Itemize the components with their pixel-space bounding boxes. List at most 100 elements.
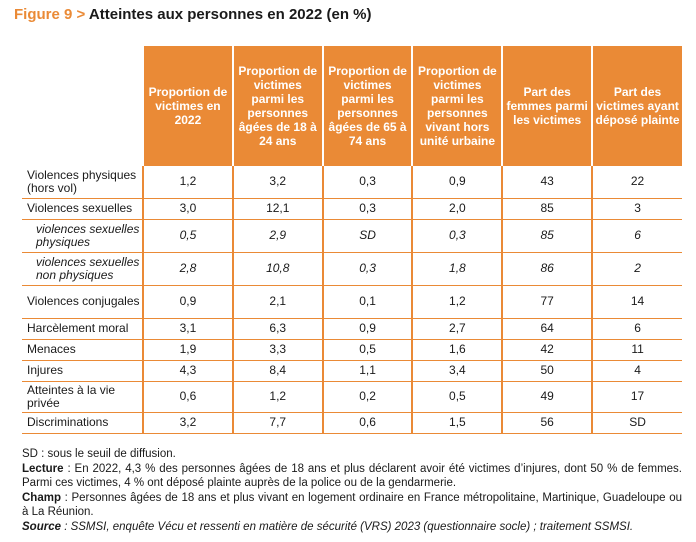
note-lecture-label: Lecture bbox=[22, 462, 64, 475]
table-cell: 6 bbox=[591, 219, 682, 253]
table-cell: 6 bbox=[591, 318, 682, 340]
header-cell: Part des victimes ayant déposé plainte bbox=[591, 46, 682, 166]
header-blank bbox=[22, 46, 144, 166]
row-label: violences sexuelles non physiques bbox=[22, 252, 144, 286]
table-cell: 11 bbox=[591, 339, 682, 361]
title-separator: > bbox=[72, 6, 89, 23]
table-row: violences sexuelles non physiques 2,8 10,8… bbox=[22, 252, 682, 286]
note-sd: SD : sous le seuil de diffusion. bbox=[22, 448, 176, 460]
header-cell: Proportion de victimes parmi les personn… bbox=[321, 46, 413, 166]
table-cell: 0,3 bbox=[321, 166, 413, 199]
table-row: Discriminations 3,2 7,7 0,6 1,5 56 SD bbox=[22, 412, 682, 434]
header-cell: Proportion de victimes en 2022 bbox=[142, 46, 233, 166]
table-cell: 85 bbox=[501, 198, 593, 220]
header-cell: Part des femmes parmi les victimes bbox=[501, 46, 593, 166]
table-cell: 17 bbox=[591, 381, 682, 413]
note-champ-label: Champ bbox=[22, 491, 61, 504]
table-row: Injures 4,3 8,4 1,1 3,4 50 4 bbox=[22, 360, 682, 382]
table-cell: 0,9 bbox=[142, 285, 233, 319]
note-champ: Champ : Personnes âgées de 18 ans et plu… bbox=[22, 491, 682, 520]
table-cell: SD bbox=[321, 219, 413, 253]
table-cell: 2 bbox=[591, 252, 682, 286]
table-cell: 8,4 bbox=[231, 360, 323, 382]
table-cell: 1,6 bbox=[411, 339, 503, 361]
note-lecture-text: : En 2022, 4,3 % des personnes âgées de … bbox=[22, 462, 682, 490]
row-label: violences sexuelles physiques bbox=[22, 219, 144, 253]
table-cell: 0,3 bbox=[321, 252, 413, 286]
table-cell: 12,1 bbox=[231, 198, 323, 220]
table-cell: 0,3 bbox=[321, 198, 413, 220]
figure-title-text: Atteintes aux personnes en 2022 (en %) bbox=[88, 6, 372, 23]
table-cell: 0,5 bbox=[321, 339, 413, 361]
table-cell: 0,2 bbox=[321, 381, 413, 413]
table-row: Menaces 1,9 3,3 0,5 1,6 42 11 bbox=[22, 339, 682, 361]
table-cell: SD bbox=[591, 412, 682, 434]
table-cell: 43 bbox=[501, 166, 593, 199]
table-cell: 3,2 bbox=[142, 412, 233, 434]
table-cell: 86 bbox=[501, 252, 593, 286]
row-label: Violences sexuelles bbox=[22, 198, 144, 220]
table-cell: 0,1 bbox=[321, 285, 413, 319]
table-cell: 1,2 bbox=[142, 166, 233, 199]
table-cell: 0,9 bbox=[321, 318, 413, 340]
table-cell: 2,9 bbox=[231, 219, 323, 253]
table-cell: 14 bbox=[591, 285, 682, 319]
table-cell: 0,3 bbox=[411, 219, 503, 253]
table-row: Atteintes à la vie privée 0,6 1,2 0,2 0,5 49 1… bbox=[22, 381, 682, 413]
table-row: Violences sexuelles 3,0 12,1 0,3 2,0 85 3 bbox=[22, 198, 682, 220]
row-label: Discriminations bbox=[22, 412, 144, 434]
table-cell: 2,7 bbox=[411, 318, 503, 340]
table-cell: 4 bbox=[591, 360, 682, 382]
row-label: Menaces bbox=[22, 339, 144, 361]
table-cell: 3,2 bbox=[231, 166, 323, 199]
note-champ-text: : Personnes âgées de 18 ans et plus viva… bbox=[22, 491, 682, 519]
table-cell: 64 bbox=[501, 318, 593, 340]
row-label: Violences physiques (hors vol) bbox=[22, 166, 144, 199]
figure-title: Figure 9 > Atteintes aux personnes en 20… bbox=[14, 6, 372, 23]
table-cell: 77 bbox=[501, 285, 593, 319]
table-cell: 6,3 bbox=[231, 318, 323, 340]
table-cell: 2,1 bbox=[231, 285, 323, 319]
table-cell: 3,1 bbox=[142, 318, 233, 340]
table-cell: 3,4 bbox=[411, 360, 503, 382]
table-cell: 1,1 bbox=[321, 360, 413, 382]
table-cell: 0,5 bbox=[142, 219, 233, 253]
table-row: Violences conjugales 0,9 2,1 0,1 1,2 77 14 bbox=[22, 285, 682, 319]
note-source: Source : SSMSI, enquête Vécu et ressenti… bbox=[22, 520, 682, 535]
table-cell: 22 bbox=[591, 166, 682, 199]
table-cell: 1,2 bbox=[411, 285, 503, 319]
header-cell: Proportion de victimes parmi les personn… bbox=[231, 46, 323, 166]
table-cell: 7,7 bbox=[231, 412, 323, 434]
note-source-label: Source bbox=[22, 520, 61, 533]
table-cell: 4,3 bbox=[142, 360, 233, 382]
row-label: Injures bbox=[22, 360, 144, 382]
note-lecture: Lecture : En 2022, 4,3 % des personnes â… bbox=[22, 462, 682, 491]
table-cell: 2,8 bbox=[142, 252, 233, 286]
row-label: Violences conjugales bbox=[22, 285, 144, 319]
table-cell: 2,0 bbox=[411, 198, 503, 220]
table-cell: 10,8 bbox=[231, 252, 323, 286]
table-cell: 85 bbox=[501, 219, 593, 253]
table-cell: 0,5 bbox=[411, 381, 503, 413]
row-label: Atteintes à la vie privée bbox=[22, 381, 144, 413]
table-cell: 1,8 bbox=[411, 252, 503, 286]
table-cell: 1,2 bbox=[231, 381, 323, 413]
table-cell: 1,5 bbox=[411, 412, 503, 434]
table-cell: 42 bbox=[501, 339, 593, 361]
table-header-row: Proportion de victimes en 2022 Proportio… bbox=[22, 46, 682, 166]
table-row: Violences physiques (hors vol) 1,2 3,2 0,3 0… bbox=[22, 166, 682, 199]
row-label: Harcèlement moral bbox=[22, 318, 144, 340]
table-row: Harcèlement moral 3,1 6,3 0,9 2,7 64 6 bbox=[22, 318, 682, 340]
table-cell: 3,3 bbox=[231, 339, 323, 361]
table-body: Violences physiques (hors vol) 1,2 3,2 0,3 0… bbox=[22, 166, 682, 434]
note-source-text: : SSMSI, enquête Vécu et ressenti en mat… bbox=[61, 520, 634, 533]
table-cell: 56 bbox=[501, 412, 593, 434]
table-cell: 3,0 bbox=[142, 198, 233, 220]
table-cell: 0,9 bbox=[411, 166, 503, 199]
notes: SD : sous le seuil de diffusion. Lecture… bbox=[22, 447, 682, 534]
table-cell: 50 bbox=[501, 360, 593, 382]
victims-table: Proportion de victimes en 2022 Proportio… bbox=[22, 46, 682, 434]
figure-number: Figure 9 bbox=[14, 6, 73, 23]
table-row: violences sexuelles physiques 0,5 2,9 SD 0,3… bbox=[22, 219, 682, 253]
